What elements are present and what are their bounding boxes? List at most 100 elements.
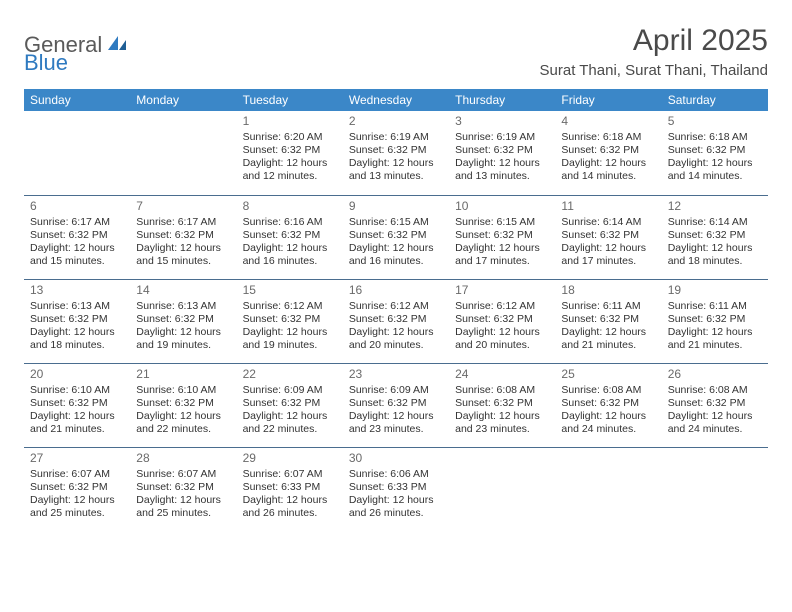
cell-d1: Daylight: 12 hours [243,326,337,339]
cell-sunrise: Sunrise: 6:12 AM [455,300,549,313]
cell-d1: Daylight: 12 hours [30,242,124,255]
weekday-header: Saturday [662,89,768,111]
cell-sunrise: Sunrise: 6:07 AM [136,468,230,481]
day-number: 15 [243,283,337,298]
cell-sunrise: Sunrise: 6:10 AM [30,384,124,397]
cell-d2: and 13 minutes. [349,170,443,183]
cell-sunrise: Sunrise: 6:12 AM [349,300,443,313]
cell-d2: and 26 minutes. [243,507,337,520]
cell-sunrise: Sunrise: 6:08 AM [668,384,762,397]
cell-sunrise: Sunrise: 6:11 AM [561,300,655,313]
cell-sunset: Sunset: 6:32 PM [668,397,762,410]
cell-sunrise: Sunrise: 6:18 AM [561,131,655,144]
calendar-cell: 6Sunrise: 6:17 AMSunset: 6:32 PMDaylight… [24,195,130,279]
calendar-week-row: 20Sunrise: 6:10 AMSunset: 6:32 PMDayligh… [24,363,768,447]
calendar-body: 1Sunrise: 6:20 AMSunset: 6:32 PMDaylight… [24,111,768,531]
cell-sunset: Sunset: 6:32 PM [455,313,549,326]
day-number: 4 [561,114,655,129]
calendar-cell: 1Sunrise: 6:20 AMSunset: 6:32 PMDaylight… [237,111,343,195]
cell-sunset: Sunset: 6:32 PM [561,144,655,157]
cell-sunset: Sunset: 6:32 PM [349,313,443,326]
day-number: 7 [136,199,230,214]
cell-d2: and 19 minutes. [243,339,337,352]
day-number: 30 [349,451,443,466]
cell-sunrise: Sunrise: 6:13 AM [30,300,124,313]
cell-d2: and 15 minutes. [30,255,124,268]
cell-sunset: Sunset: 6:32 PM [30,481,124,494]
cell-d1: Daylight: 12 hours [349,410,443,423]
cell-d1: Daylight: 12 hours [136,494,230,507]
calendar-cell: 24Sunrise: 6:08 AMSunset: 6:32 PMDayligh… [449,363,555,447]
cell-sunrise: Sunrise: 6:14 AM [561,216,655,229]
cell-d2: and 23 minutes. [455,423,549,436]
day-number: 21 [136,367,230,382]
cell-d2: and 21 minutes. [668,339,762,352]
calendar-table: SundayMondayTuesdayWednesdayThursdayFrid… [24,89,768,531]
day-number: 17 [455,283,549,298]
calendar-cell: 12Sunrise: 6:14 AMSunset: 6:32 PMDayligh… [662,195,768,279]
cell-d1: Daylight: 12 hours [561,326,655,339]
day-number: 25 [561,367,655,382]
day-number: 6 [30,199,124,214]
cell-sunset: Sunset: 6:32 PM [243,397,337,410]
cell-sunset: Sunset: 6:32 PM [243,144,337,157]
calendar-cell: 26Sunrise: 6:08 AMSunset: 6:32 PMDayligh… [662,363,768,447]
cell-d1: Daylight: 12 hours [561,242,655,255]
weekday-header-row: SundayMondayTuesdayWednesdayThursdayFrid… [24,89,768,111]
cell-d1: Daylight: 12 hours [455,410,549,423]
day-number: 26 [668,367,762,382]
calendar-cell: 10Sunrise: 6:15 AMSunset: 6:32 PMDayligh… [449,195,555,279]
cell-d2: and 21 minutes. [561,339,655,352]
cell-d2: and 15 minutes. [136,255,230,268]
cell-d1: Daylight: 12 hours [668,326,762,339]
cell-sunset: Sunset: 6:32 PM [561,313,655,326]
cell-sunrise: Sunrise: 6:09 AM [349,384,443,397]
cell-sunrise: Sunrise: 6:09 AM [243,384,337,397]
calendar-cell: 13Sunrise: 6:13 AMSunset: 6:32 PMDayligh… [24,279,130,363]
cell-d2: and 19 minutes. [136,339,230,352]
cell-d1: Daylight: 12 hours [349,157,443,170]
cell-d2: and 12 minutes. [243,170,337,183]
calendar-cell: 28Sunrise: 6:07 AMSunset: 6:32 PMDayligh… [130,447,236,531]
cell-sunset: Sunset: 6:33 PM [243,481,337,494]
cell-sunset: Sunset: 6:32 PM [668,229,762,242]
calendar-cell: 29Sunrise: 6:07 AMSunset: 6:33 PMDayligh… [237,447,343,531]
cell-d1: Daylight: 12 hours [136,326,230,339]
cell-d1: Daylight: 12 hours [243,157,337,170]
cell-sunrise: Sunrise: 6:11 AM [668,300,762,313]
day-number: 1 [243,114,337,129]
calendar-cell: 7Sunrise: 6:17 AMSunset: 6:32 PMDaylight… [130,195,236,279]
cell-sunrise: Sunrise: 6:08 AM [561,384,655,397]
calendar-cell [130,111,236,195]
calendar-cell: 3Sunrise: 6:19 AMSunset: 6:32 PMDaylight… [449,111,555,195]
cell-d1: Daylight: 12 hours [561,410,655,423]
cell-d2: and 24 minutes. [561,423,655,436]
cell-d2: and 14 minutes. [561,170,655,183]
cell-d1: Daylight: 12 hours [455,242,549,255]
calendar-week-row: 13Sunrise: 6:13 AMSunset: 6:32 PMDayligh… [24,279,768,363]
day-number: 3 [455,114,549,129]
calendar-cell: 19Sunrise: 6:11 AMSunset: 6:32 PMDayligh… [662,279,768,363]
cell-sunset: Sunset: 6:32 PM [455,144,549,157]
calendar-cell: 16Sunrise: 6:12 AMSunset: 6:32 PMDayligh… [343,279,449,363]
calendar-cell: 22Sunrise: 6:09 AMSunset: 6:32 PMDayligh… [237,363,343,447]
header: General April 2025 Surat Thani, Surat Th… [24,24,768,79]
calendar-cell: 21Sunrise: 6:10 AMSunset: 6:32 PMDayligh… [130,363,236,447]
day-number: 10 [455,199,549,214]
day-number: 11 [561,199,655,214]
cell-d1: Daylight: 12 hours [243,242,337,255]
cell-sunset: Sunset: 6:32 PM [243,313,337,326]
cell-d2: and 20 minutes. [349,339,443,352]
cell-sunset: Sunset: 6:32 PM [349,397,443,410]
cell-sunrise: Sunrise: 6:19 AM [349,131,443,144]
weekday-header: Friday [555,89,661,111]
cell-sunrise: Sunrise: 6:15 AM [455,216,549,229]
day-number: 13 [30,283,124,298]
cell-sunset: Sunset: 6:32 PM [136,313,230,326]
location-text: Surat Thani, Surat Thani, Thailand [540,62,768,79]
cell-d2: and 26 minutes. [349,507,443,520]
day-number: 12 [668,199,762,214]
day-number: 5 [668,114,762,129]
cell-sunset: Sunset: 6:32 PM [561,229,655,242]
cell-d2: and 22 minutes. [243,423,337,436]
